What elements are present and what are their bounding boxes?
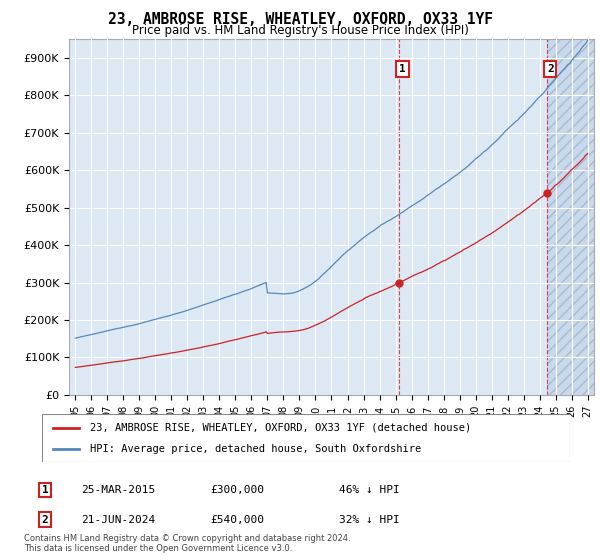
Bar [547, 39, 594, 395]
Text: £540,000: £540,000 [210, 515, 264, 525]
Text: 1: 1 [41, 485, 49, 495]
Text: 2: 2 [41, 515, 49, 525]
Text: 25-MAR-2015: 25-MAR-2015 [81, 485, 155, 495]
Text: 1: 1 [399, 64, 406, 74]
Text: HPI: Average price, detached house, South Oxfordshire: HPI: Average price, detached house, Sout… [89, 444, 421, 454]
Text: 23, AMBROSE RISE, WHEATLEY, OXFORD, OX33 1YF (detached house): 23, AMBROSE RISE, WHEATLEY, OXFORD, OX33… [89, 423, 471, 433]
Text: 46% ↓ HPI: 46% ↓ HPI [339, 485, 400, 495]
Text: 2: 2 [547, 64, 554, 74]
Text: 23, AMBROSE RISE, WHEATLEY, OXFORD, OX33 1YF: 23, AMBROSE RISE, WHEATLEY, OXFORD, OX33… [107, 12, 493, 27]
Text: Price paid vs. HM Land Registry's House Price Index (HPI): Price paid vs. HM Land Registry's House … [131, 24, 469, 37]
Text: £300,000: £300,000 [210, 485, 264, 495]
Text: 21-JUN-2024: 21-JUN-2024 [81, 515, 155, 525]
Text: 32% ↓ HPI: 32% ↓ HPI [339, 515, 400, 525]
Text: Contains HM Land Registry data © Crown copyright and database right 2024.
This d: Contains HM Land Registry data © Crown c… [24, 534, 350, 553]
